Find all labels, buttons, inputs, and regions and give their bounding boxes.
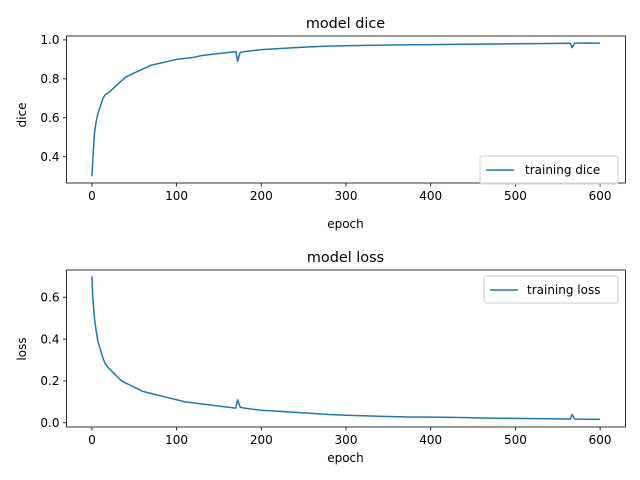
loss-y-ticks: 0.0 0.2 0.4 0.6 — [40, 290, 67, 430]
dice-y-tick-label: 0.4 — [40, 150, 59, 164]
dice-x-tick-label: 0 — [88, 189, 96, 203]
loss-y-tick-label: 0.2 — [40, 374, 59, 388]
dice-chart-title: model dice — [306, 16, 385, 32]
loss-x-axis-label: epoch — [327, 451, 364, 465]
dice-subplot: model dice 0 100 200 300 400 500 600 0.4 0.6 0.8… — [15, 16, 626, 231]
dice-x-axis-label: epoch — [327, 217, 364, 231]
loss-subplot: model loss 0 100 200 300 400 500 600 0.0 0.2 0.4… — [15, 250, 626, 465]
loss-x-tick-label: 300 — [335, 433, 358, 447]
loss-series-lines — [91, 276, 601, 420]
dice-x-ticks: 0 100 200 300 400 500 600 — [88, 183, 612, 203]
dice-legend-label: training dice — [525, 163, 600, 177]
dice-x-tick-label: 500 — [504, 189, 527, 203]
loss-x-tick-label: 200 — [250, 433, 273, 447]
loss-legend: training loss — [483, 275, 619, 304]
loss-x-tick-label: 500 — [504, 433, 527, 447]
dice-series-line — [91, 42, 601, 177]
loss-y-axis-label: loss — [15, 337, 29, 360]
dice-legend: training dice — [479, 155, 619, 185]
loss-x-tick-label: 0 — [88, 433, 96, 447]
loss-x-tick-label: 600 — [589, 433, 612, 447]
dice-y-axis-label: dice — [15, 103, 29, 128]
loss-x-tick-label: 400 — [419, 433, 442, 447]
dice-x-tick-label: 100 — [165, 189, 188, 203]
loss-y-tick-label: 0.6 — [40, 290, 59, 304]
dice-y-tick-label: 0.8 — [40, 72, 59, 86]
loss-x-ticks: 0 100 200 300 400 500 600 — [88, 427, 612, 447]
dice-y-tick-label: 0.6 — [40, 111, 59, 125]
loss-x-tick-label: 100 — [165, 433, 188, 447]
loss-y-tick-label: 0.0 — [40, 416, 59, 430]
dice-series-lines — [91, 42, 601, 177]
loss-legend-label: training loss — [527, 283, 600, 297]
loss-legend-box — [483, 275, 619, 304]
dice-x-tick-label: 200 — [250, 189, 273, 203]
dice-x-tick-label: 400 — [419, 189, 442, 203]
dice-legend-box — [479, 155, 619, 185]
loss-series-line — [91, 276, 601, 420]
dice-y-tick-label: 1.0 — [40, 33, 59, 47]
dice-x-tick-label: 600 — [589, 189, 612, 203]
loss-chart-title: model loss — [307, 250, 384, 266]
dice-y-ticks: 0.4 0.6 0.8 1.0 — [40, 33, 67, 164]
dice-x-tick-label: 300 — [335, 189, 358, 203]
loss-y-tick-label: 0.4 — [40, 332, 59, 346]
